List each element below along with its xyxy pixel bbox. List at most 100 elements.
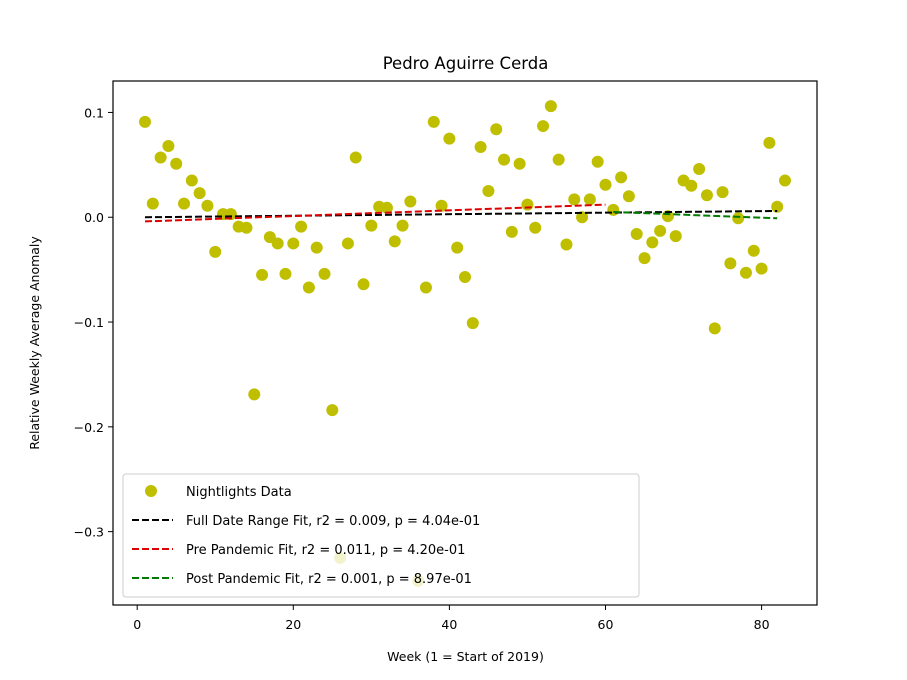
data-point [732, 212, 745, 225]
x-tick-label: 0 [133, 617, 141, 632]
data-point [326, 404, 339, 417]
data-point [474, 141, 487, 154]
data-point [544, 100, 557, 113]
chart-title: Pedro Aguirre Cerda [383, 54, 549, 73]
data-point [388, 235, 401, 248]
legend-marker [145, 485, 157, 497]
data-point [615, 171, 628, 184]
data-point [622, 190, 635, 203]
legend-label: Post Pandemic Fit, r2 = 0.001, p = 8.97e… [186, 572, 472, 587]
data-point [201, 199, 214, 212]
x-axis-label: Week (1 = Start of 2019) [387, 649, 544, 664]
x-tick-label: 60 [598, 617, 614, 632]
data-point [521, 198, 534, 211]
fit-line [144, 203, 606, 223]
data-point [505, 225, 518, 238]
data-point [560, 238, 573, 251]
data-point [490, 123, 503, 136]
data-point [693, 163, 706, 176]
data-point [466, 317, 479, 330]
data-point [396, 219, 409, 232]
data-point [451, 241, 464, 254]
data-point [646, 236, 659, 249]
fit-line [613, 211, 778, 220]
data-point [708, 322, 721, 335]
data-point [279, 267, 292, 280]
y-tick-label: −0.1 [74, 315, 104, 330]
data-point [482, 185, 495, 198]
data-point [295, 220, 308, 233]
data-point [630, 228, 643, 241]
y-tick-label: −0.3 [74, 525, 104, 540]
data-point [552, 153, 565, 166]
data-point [302, 281, 315, 294]
y-tick-label: 0.1 [84, 105, 104, 120]
data-point [654, 224, 667, 237]
data-point [529, 221, 542, 234]
data-point [771, 200, 784, 213]
y-tick-label: −0.2 [74, 420, 104, 435]
x-tick-label: 80 [754, 617, 770, 632]
legend-box [122, 473, 640, 598]
data-point [607, 203, 620, 216]
data-point [154, 151, 167, 164]
data-point [287, 237, 300, 250]
data-point [240, 221, 253, 234]
data-point [271, 237, 284, 250]
data-group [139, 100, 791, 587]
x-tick-label: 40 [441, 617, 457, 632]
data-point [763, 136, 776, 149]
x-tick-label: 20 [285, 617, 301, 632]
data-point [404, 195, 417, 208]
data-point [724, 257, 737, 270]
data-point [341, 237, 354, 250]
data-point [349, 151, 362, 164]
data-point [779, 174, 791, 187]
data-point [209, 245, 222, 258]
legend-label: Pre Pandemic Fit, r2 = 0.011, p = 4.20e-… [186, 543, 465, 558]
fit-line [144, 209, 778, 219]
data-point [185, 174, 198, 187]
data-point [443, 132, 456, 145]
data-point [747, 244, 760, 257]
y-axis-label: Relative Weekly Average Anomaly [27, 236, 42, 450]
data-point [513, 157, 526, 170]
data-point [139, 115, 151, 128]
data-point [685, 179, 698, 192]
data-point [419, 281, 432, 294]
data-point [576, 211, 589, 224]
axes-frame [112, 80, 818, 606]
plot-area [139, 100, 791, 587]
data-point [365, 219, 378, 232]
data-point [498, 153, 511, 166]
data-point [591, 155, 604, 168]
data-point [427, 115, 440, 128]
data-point [357, 278, 370, 291]
data-point [459, 270, 471, 283]
data-point [669, 230, 682, 243]
data-point [178, 197, 191, 210]
data-point [537, 120, 550, 133]
axes: 0 20 40 60 80 −0.3 −0.2 −0.1 0.0 0.1 [74, 80, 818, 632]
legend-label: Nightlights Data [186, 485, 292, 500]
y-tick-label: 0.0 [84, 210, 104, 225]
data-point [162, 139, 175, 152]
data-point [700, 189, 713, 202]
data-point [716, 186, 729, 199]
data-point [310, 241, 323, 254]
data-point [248, 388, 261, 401]
data-point [256, 268, 269, 281]
data-point [146, 197, 159, 210]
data-point [170, 157, 183, 170]
data-point [435, 199, 448, 212]
data-point [318, 267, 331, 280]
data-point [755, 262, 768, 275]
legend-label: Full Date Range Fit, r2 = 0.009, p = 4.0… [186, 514, 480, 529]
data-point [599, 178, 612, 191]
data-point [583, 193, 596, 206]
legend: Nightlights Data Full Date Range Fit, r2 … [122, 473, 640, 598]
data-point [193, 187, 206, 200]
data-point [739, 266, 752, 279]
